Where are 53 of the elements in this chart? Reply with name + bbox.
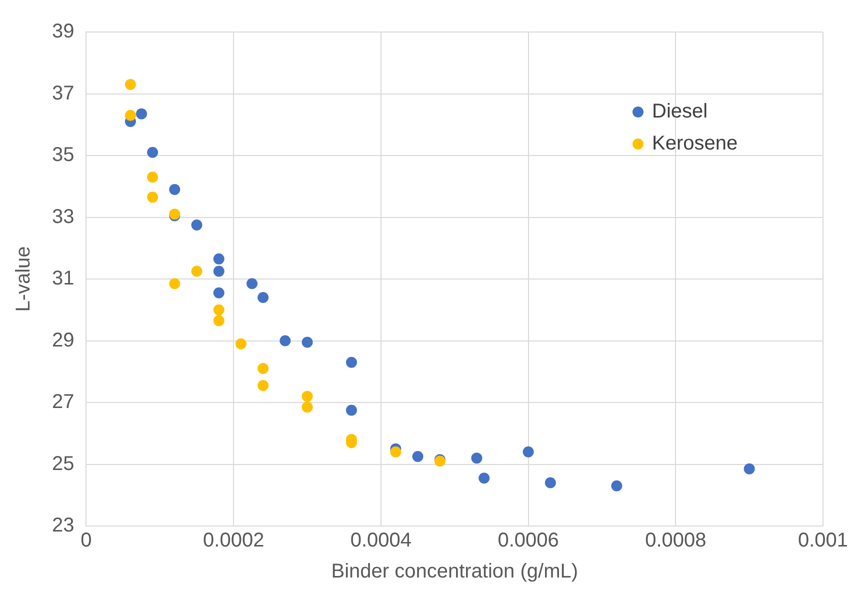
point — [136, 108, 148, 120]
point — [124, 78, 136, 90]
y-tick-label: 31 — [52, 268, 74, 290]
y-tick-label: 27 — [52, 391, 74, 414]
point — [346, 356, 357, 368]
y-tick-label: 35 — [52, 144, 74, 166]
y-tick-label: 25 — [52, 452, 74, 475]
x-tick-label: 0.0008 — [645, 530, 706, 552]
point — [246, 278, 258, 290]
point — [302, 336, 313, 348]
point — [544, 477, 556, 488]
point — [412, 451, 424, 462]
y-axis-title: L-value — [12, 246, 35, 312]
legend-label: Diesel — [652, 100, 708, 123]
point — [258, 380, 269, 392]
point — [478, 472, 490, 484]
point — [213, 266, 224, 277]
point — [124, 110, 136, 121]
x-tick-label: 0.0006 — [498, 530, 559, 552]
point — [191, 219, 202, 230]
point — [744, 463, 755, 474]
point — [213, 315, 224, 326]
point — [280, 335, 291, 346]
point — [302, 390, 313, 402]
point — [213, 253, 224, 264]
point — [258, 363, 269, 374]
point — [169, 184, 180, 195]
point — [390, 446, 402, 458]
point — [258, 292, 269, 304]
y-tick-label: 39 — [52, 20, 74, 43]
point — [147, 146, 158, 158]
point — [235, 338, 246, 350]
x-axis-title: Binder concentration (g/mL) — [331, 560, 578, 583]
y-tick-label: 23 — [52, 514, 74, 537]
point — [169, 278, 180, 290]
point — [147, 192, 158, 203]
point — [213, 304, 224, 316]
y-tick-label: 33 — [52, 206, 74, 228]
x-tick-label: 0.0004 — [350, 530, 412, 552]
y-tick-label: 29 — [52, 329, 74, 352]
x-tick-label: 0.001 — [798, 530, 848, 552]
y-tick-label: 37 — [52, 82, 74, 104]
point — [213, 287, 224, 298]
point — [346, 404, 357, 416]
x-tick-label: 0 — [80, 530, 92, 552]
legend-label: Kerosene — [652, 132, 738, 155]
x-tick-label: 0.0002 — [203, 530, 264, 552]
point — [471, 452, 482, 464]
point — [611, 480, 622, 492]
point — [147, 172, 158, 183]
point — [522, 446, 534, 458]
point — [191, 266, 202, 277]
point — [302, 402, 313, 413]
